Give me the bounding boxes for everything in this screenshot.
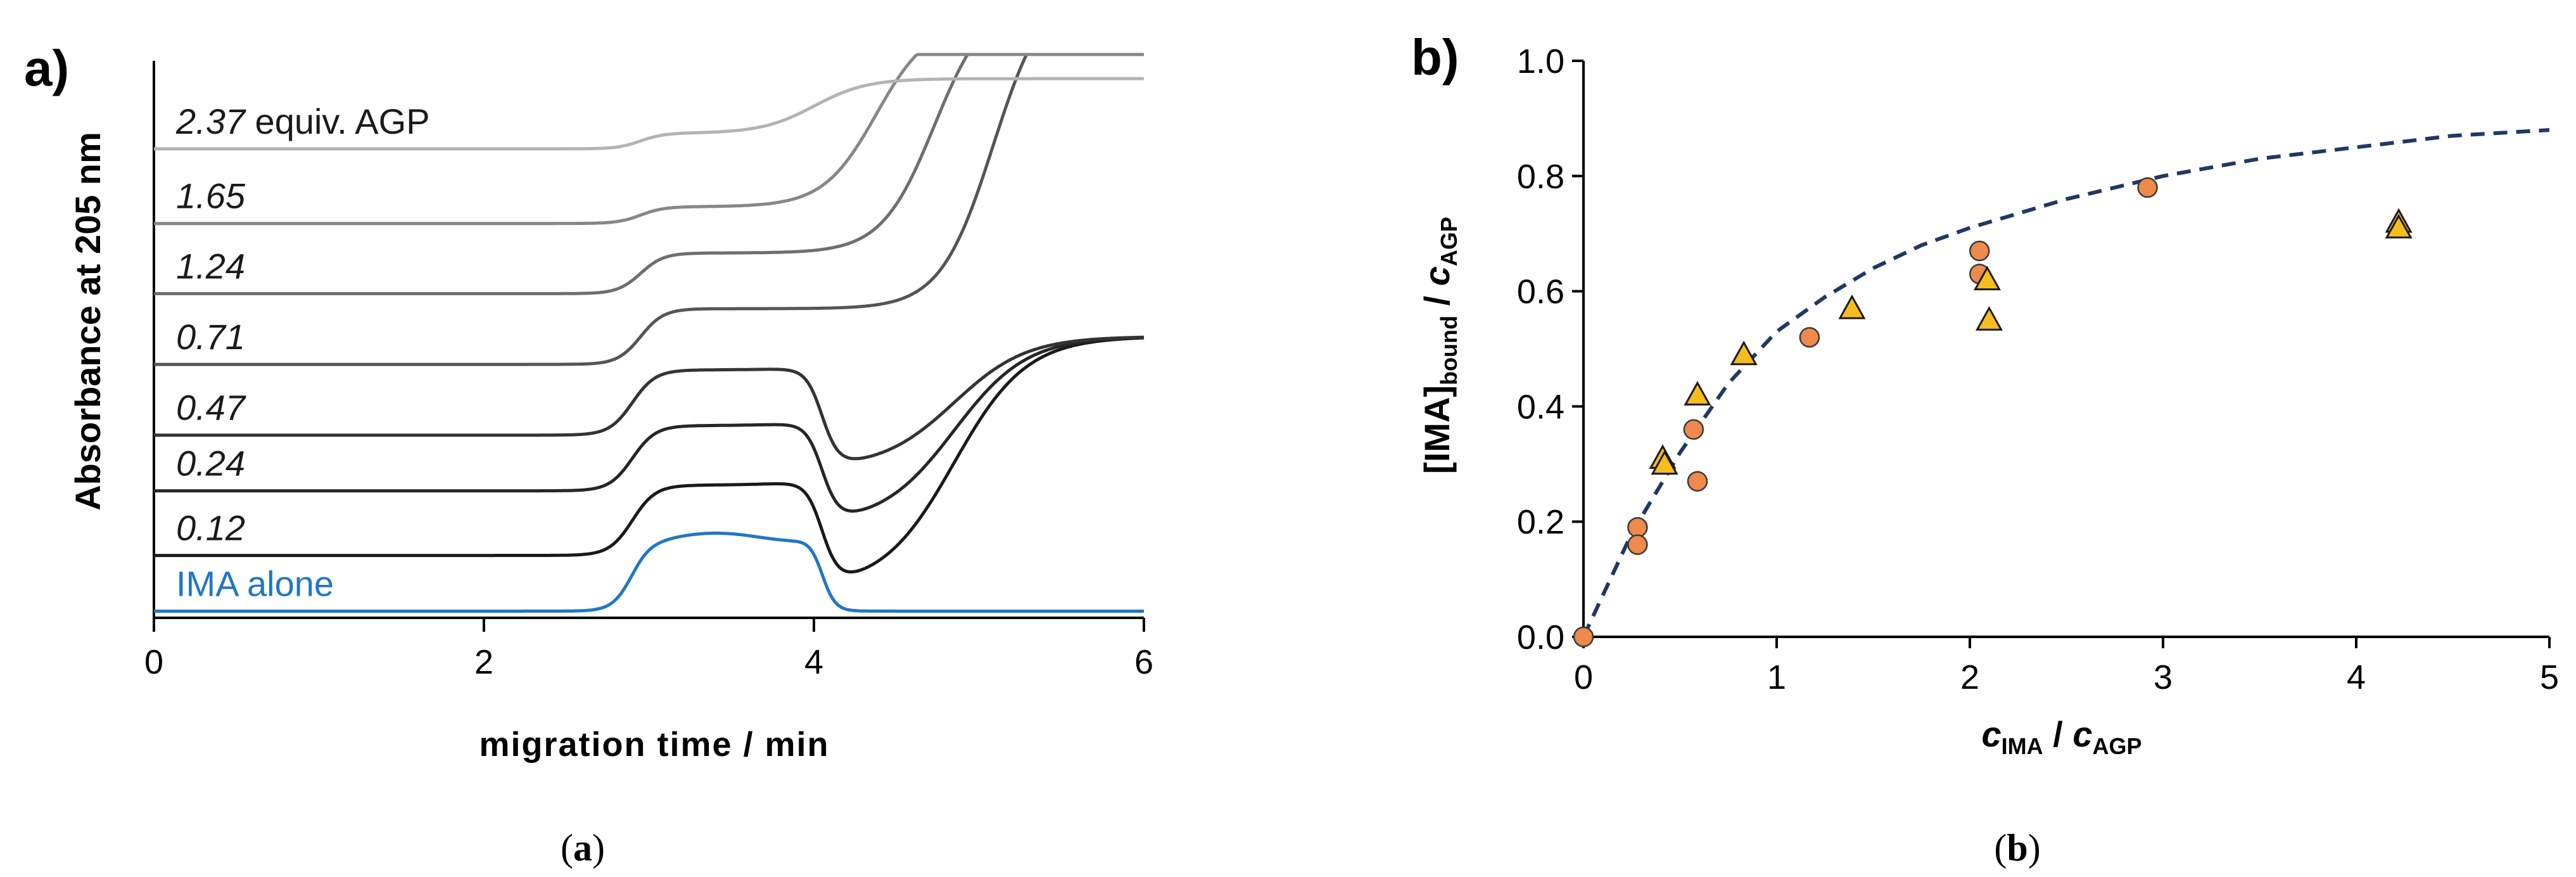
trace-0.24 bbox=[154, 336, 1145, 513]
trace-0.71 bbox=[154, 53, 1144, 366]
trace-label-0.24: 0.24 bbox=[176, 444, 245, 483]
panel-a-label: a) bbox=[24, 40, 69, 96]
circle-point bbox=[1573, 626, 1594, 648]
trace-ima-alone bbox=[154, 531, 1144, 613]
panel-b-y-axis-label: [IMA]bound / cAGP bbox=[1417, 217, 1462, 474]
y-label-sub: bound bbox=[1436, 316, 1462, 385]
caption-a-close: ) bbox=[592, 827, 605, 869]
trace-label-0.12: 0.12 bbox=[176, 508, 245, 548]
circle-point bbox=[1687, 471, 1708, 492]
caption-a: (a) bbox=[561, 827, 605, 869]
equiv-suffix: equiv. AGP bbox=[245, 101, 430, 141]
caption-a-open: ( bbox=[561, 827, 573, 869]
panel-a-axes bbox=[153, 61, 1145, 632]
caption-a-letter: a bbox=[573, 827, 592, 869]
panel-a-x-tick-label: 2 bbox=[474, 643, 493, 681]
trace-label-2.37: 2.37 equiv. AGP bbox=[175, 101, 430, 141]
caption-b-letter: b bbox=[2007, 827, 2027, 869]
panel-b-x-tick-label: 0 bbox=[1574, 658, 1593, 696]
panel-b-y-tick-label: 0.0 bbox=[1517, 618, 1564, 656]
panel-b-x-tick-label: 1 bbox=[1767, 658, 1786, 696]
trace-label-0.47: 0.47 bbox=[176, 388, 246, 428]
panel-a-x-tick-label: 0 bbox=[144, 643, 163, 681]
triangle-point bbox=[1730, 340, 1758, 366]
panel-b-y-tick-label: 0.6 bbox=[1517, 273, 1564, 311]
x-label-main: c bbox=[1981, 714, 2001, 754]
x-label-sub2: AGP bbox=[2092, 733, 2141, 759]
trace-label-0.71: 0.71 bbox=[176, 317, 245, 357]
panel-b: b) [IMA]bound / cAGP 0 1 2 3 4 50.00.20.40.60… bbox=[1411, 29, 2559, 869]
triangle-point bbox=[1838, 294, 1866, 319]
panel-a-y-axis-label: Absorbance at 205 nm bbox=[68, 132, 108, 511]
panel-b-y-tick-label: 0.2 bbox=[1517, 503, 1564, 541]
triangle-point bbox=[1651, 450, 1678, 475]
panel-a-x-tick-label: 6 bbox=[1134, 643, 1153, 681]
circle-point bbox=[1969, 240, 1990, 262]
triangle-point bbox=[1975, 305, 2003, 331]
trace-0.47 bbox=[154, 335, 1145, 461]
panel-b-label: b) bbox=[1411, 29, 1459, 86]
trace-0.12 bbox=[154, 336, 1145, 573]
trace-2.37 bbox=[154, 77, 1144, 151]
caption-b-close: ) bbox=[2028, 827, 2041, 869]
panel-a-trace-labels: IMA alone 0.12 0.24 0.47 0.71 1.24 1.65 2.37 eq… bbox=[175, 101, 430, 604]
panel-b-x-tick-label: 5 bbox=[2540, 658, 2559, 696]
panel-a-x-axis-label: migration time / min bbox=[479, 726, 829, 764]
panel-a: a) Absorbance at 205 nm 0 2 4 6 IMA alone 0.… bbox=[24, 40, 1153, 869]
y-label-sep: / bbox=[1417, 286, 1457, 316]
panel-a-tick-labels: 0 2 4 6 bbox=[144, 643, 1153, 681]
panel-b-x-tick-label: 4 bbox=[2347, 658, 2366, 696]
panel-b-x-tick-label: 3 bbox=[2154, 658, 2173, 696]
y-label-main: [IMA] bbox=[1417, 385, 1457, 474]
caption-b-open: ( bbox=[1994, 827, 2007, 869]
panel-b-x-axis-label: cIMA / cAGP bbox=[1981, 714, 2141, 759]
x-label-main2: c bbox=[2072, 714, 2092, 754]
panel-b-y-tick-label: 1.0 bbox=[1517, 42, 1564, 80]
panel-b-tick-labels: 0 1 2 3 4 5 0.0 0.2 0.4 0.6 0.8 1.0 bbox=[1517, 42, 2559, 696]
trace-label-ima-alone: IMA alone bbox=[176, 563, 334, 603]
trace-label-1.24: 1.24 bbox=[176, 246, 245, 286]
caption-b: (b) bbox=[1994, 827, 2040, 869]
panel-a-x-tick-label: 4 bbox=[804, 643, 823, 681]
circle-point bbox=[1683, 419, 1704, 440]
triangle-point bbox=[1973, 266, 2001, 291]
circle-point bbox=[1627, 534, 1648, 555]
circle-point bbox=[2137, 177, 2158, 198]
x-label-sub: IMA bbox=[2002, 733, 2043, 759]
circle-point bbox=[1799, 327, 1820, 348]
panel-b-y-tick-label: 0.8 bbox=[1517, 158, 1564, 196]
panel-b-markers bbox=[1573, 177, 2413, 648]
panel-b-y-tick-label: 0.4 bbox=[1517, 388, 1564, 426]
triangle-point bbox=[2385, 214, 2413, 239]
x-label-sep: / bbox=[2043, 714, 2073, 754]
y-label-sub2: AGP bbox=[1436, 217, 1462, 266]
trace-label-1.65: 1.65 bbox=[176, 176, 246, 216]
circle-point bbox=[1627, 517, 1648, 538]
trace-1.65 bbox=[154, 53, 1144, 226]
panel-a-traces bbox=[154, 53, 1145, 613]
y-label-main2: c bbox=[1417, 266, 1457, 286]
panel-b-x-tick-label: 2 bbox=[1960, 658, 1979, 696]
triangle-point bbox=[1684, 381, 1711, 406]
